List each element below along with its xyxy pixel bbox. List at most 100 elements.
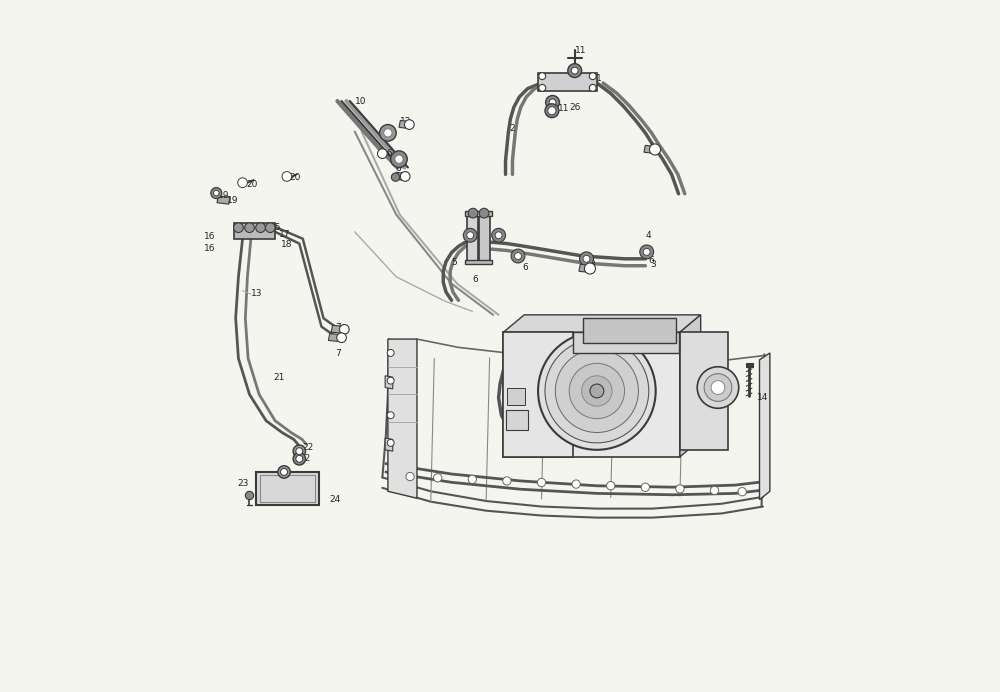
Polygon shape — [680, 315, 701, 457]
Circle shape — [282, 172, 292, 181]
Polygon shape — [465, 260, 492, 264]
Circle shape — [555, 349, 638, 432]
Polygon shape — [583, 318, 676, 343]
Polygon shape — [399, 120, 411, 129]
Circle shape — [545, 104, 559, 118]
Text: 14: 14 — [757, 393, 769, 403]
Circle shape — [569, 363, 625, 419]
Circle shape — [391, 173, 400, 181]
Text: 20: 20 — [290, 173, 301, 183]
Circle shape — [641, 483, 649, 491]
Polygon shape — [331, 325, 346, 334]
Circle shape — [256, 223, 265, 233]
Circle shape — [538, 332, 656, 450]
Polygon shape — [573, 332, 679, 353]
Circle shape — [479, 208, 489, 218]
Circle shape — [293, 453, 306, 465]
Circle shape — [467, 232, 474, 239]
Polygon shape — [644, 145, 658, 154]
Polygon shape — [385, 376, 393, 389]
Polygon shape — [328, 334, 344, 342]
Circle shape — [395, 155, 403, 163]
Polygon shape — [395, 172, 407, 181]
Circle shape — [463, 228, 477, 242]
Text: 6: 6 — [472, 275, 478, 284]
Circle shape — [640, 245, 654, 259]
Text: 10: 10 — [355, 97, 366, 107]
Circle shape — [539, 73, 546, 80]
Circle shape — [582, 376, 612, 406]
Circle shape — [400, 172, 410, 181]
Polygon shape — [760, 353, 770, 500]
Polygon shape — [503, 315, 701, 332]
Polygon shape — [503, 332, 680, 457]
Polygon shape — [234, 223, 275, 239]
Circle shape — [384, 129, 392, 137]
Circle shape — [511, 249, 525, 263]
Circle shape — [697, 367, 739, 408]
Circle shape — [589, 73, 596, 80]
Text: 16: 16 — [382, 149, 394, 158]
Circle shape — [545, 339, 649, 443]
Text: 13: 13 — [251, 289, 262, 298]
Circle shape — [378, 149, 387, 158]
Polygon shape — [465, 211, 492, 216]
Polygon shape — [256, 472, 319, 505]
Polygon shape — [680, 332, 728, 450]
Polygon shape — [479, 215, 490, 264]
Circle shape — [546, 95, 560, 109]
Polygon shape — [241, 180, 254, 185]
Circle shape — [214, 190, 219, 196]
Circle shape — [515, 253, 521, 260]
Circle shape — [406, 473, 414, 481]
Text: 11: 11 — [558, 104, 570, 113]
Circle shape — [710, 486, 719, 495]
Circle shape — [583, 255, 590, 262]
Polygon shape — [503, 332, 573, 457]
Circle shape — [571, 67, 578, 74]
Circle shape — [380, 125, 396, 141]
Polygon shape — [746, 363, 753, 367]
Text: 7: 7 — [335, 322, 341, 332]
Polygon shape — [467, 215, 478, 264]
Text: 6: 6 — [523, 262, 529, 272]
Circle shape — [434, 473, 442, 482]
Circle shape — [468, 475, 476, 484]
Text: 19: 19 — [218, 190, 229, 200]
Text: 12: 12 — [400, 116, 412, 126]
Polygon shape — [538, 73, 597, 91]
Text: 23: 23 — [237, 478, 248, 488]
Polygon shape — [579, 264, 593, 273]
Text: 17: 17 — [279, 230, 290, 239]
Circle shape — [568, 64, 582, 78]
Text: 2: 2 — [509, 123, 515, 133]
Circle shape — [278, 466, 290, 478]
Circle shape — [245, 223, 254, 233]
Circle shape — [339, 325, 349, 334]
Circle shape — [738, 488, 746, 496]
Circle shape — [711, 381, 725, 394]
Text: 7: 7 — [335, 349, 341, 358]
Polygon shape — [217, 196, 230, 204]
Circle shape — [495, 232, 502, 239]
Text: 26: 26 — [569, 102, 581, 112]
Text: 22: 22 — [302, 443, 313, 453]
Text: 18: 18 — [281, 239, 292, 249]
Circle shape — [405, 120, 414, 129]
Circle shape — [281, 468, 288, 475]
Text: 1: 1 — [595, 73, 601, 83]
Text: 20: 20 — [246, 179, 257, 189]
Text: 15: 15 — [270, 223, 281, 233]
Circle shape — [539, 84, 546, 91]
Circle shape — [584, 263, 595, 274]
Text: 3: 3 — [650, 260, 656, 269]
Circle shape — [387, 349, 394, 356]
Circle shape — [387, 412, 394, 419]
Text: 21: 21 — [274, 372, 285, 382]
Circle shape — [245, 491, 254, 500]
Circle shape — [548, 107, 556, 115]
Circle shape — [296, 448, 303, 455]
Text: 4: 4 — [645, 230, 651, 240]
Circle shape — [265, 223, 275, 233]
Polygon shape — [385, 438, 393, 451]
